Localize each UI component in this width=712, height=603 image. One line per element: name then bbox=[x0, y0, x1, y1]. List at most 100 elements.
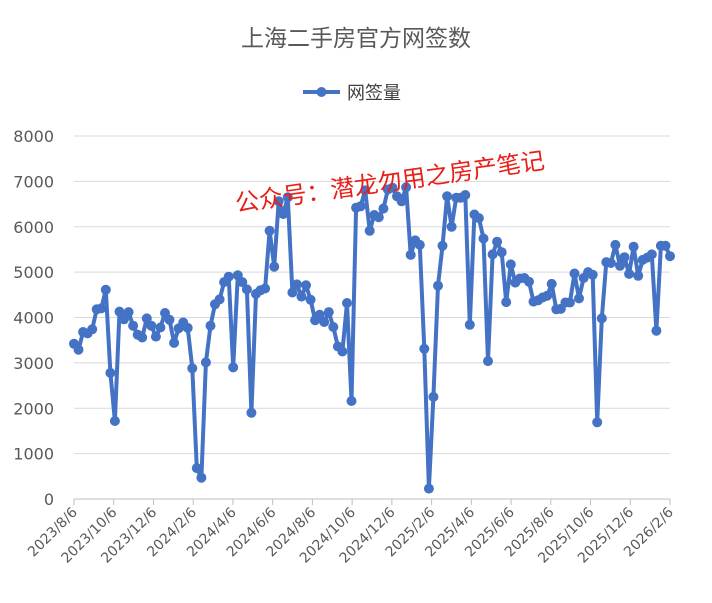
data-point bbox=[87, 324, 98, 335]
data-point bbox=[633, 270, 644, 281]
data-point bbox=[473, 213, 484, 224]
data-point bbox=[660, 240, 671, 251]
series-line-group bbox=[69, 182, 675, 494]
data-point bbox=[182, 322, 193, 333]
data-point bbox=[119, 314, 129, 325]
data-point bbox=[291, 279, 302, 290]
data-point bbox=[487, 249, 498, 260]
data-point bbox=[187, 363, 198, 374]
data-point bbox=[114, 306, 125, 317]
data-point bbox=[419, 343, 430, 354]
data-point bbox=[137, 332, 148, 343]
y-axis: 0 1000 2000 3000 4000 5000 6000 7000 8000 bbox=[13, 127, 54, 509]
data-point bbox=[437, 240, 448, 251]
data-point bbox=[665, 251, 675, 262]
data-point bbox=[624, 268, 635, 279]
data-point bbox=[196, 472, 207, 483]
data-point bbox=[323, 307, 334, 318]
data-point bbox=[574, 293, 584, 304]
data-point bbox=[128, 320, 139, 331]
data-point bbox=[355, 201, 366, 212]
data-point bbox=[546, 278, 557, 289]
data-point bbox=[428, 391, 439, 402]
data-point bbox=[610, 239, 621, 250]
data-point bbox=[587, 269, 598, 280]
data-point bbox=[373, 212, 384, 223]
data-point bbox=[223, 271, 234, 282]
data-point bbox=[524, 276, 534, 287]
data-point bbox=[269, 261, 280, 272]
data-point bbox=[342, 298, 352, 308]
data-point bbox=[200, 357, 211, 368]
data-point bbox=[464, 319, 475, 330]
data-point bbox=[205, 320, 216, 331]
y-tick-label: 4000 bbox=[13, 309, 54, 328]
data-point bbox=[442, 191, 453, 202]
data-point bbox=[100, 284, 111, 295]
data-point bbox=[396, 196, 407, 207]
data-point bbox=[492, 236, 503, 247]
data-point bbox=[146, 320, 157, 331]
data-point bbox=[401, 182, 412, 193]
data-point bbox=[260, 283, 271, 294]
data-point bbox=[191, 463, 202, 474]
data-point bbox=[246, 407, 257, 418]
data-point bbox=[319, 317, 330, 327]
data-point bbox=[164, 314, 175, 325]
data-point bbox=[542, 290, 553, 301]
data-point bbox=[433, 280, 443, 291]
data-point bbox=[141, 313, 152, 324]
data-point bbox=[405, 249, 416, 260]
data-point bbox=[615, 260, 625, 271]
data-point bbox=[237, 277, 248, 288]
data-point bbox=[73, 344, 84, 355]
data-point bbox=[305, 294, 316, 305]
data-point bbox=[214, 294, 225, 305]
data-point bbox=[155, 322, 166, 333]
data-point bbox=[337, 346, 348, 357]
data-point bbox=[564, 297, 575, 308]
data-point bbox=[460, 190, 471, 200]
chart-title: 上海二手房官方网签数 bbox=[241, 26, 471, 52]
data-point bbox=[123, 307, 134, 318]
data-point bbox=[278, 209, 289, 219]
data-point bbox=[150, 331, 161, 342]
y-tick-label: 2000 bbox=[13, 399, 54, 418]
data-point bbox=[273, 196, 284, 207]
y-tick-label: 5000 bbox=[13, 263, 54, 282]
data-point bbox=[364, 225, 375, 236]
data-point bbox=[483, 356, 493, 367]
data-point bbox=[282, 192, 293, 203]
data-point bbox=[314, 309, 325, 320]
data-point bbox=[378, 203, 389, 214]
data-point bbox=[228, 362, 239, 373]
data-point bbox=[505, 259, 516, 270]
data-point bbox=[628, 241, 639, 252]
data-point bbox=[346, 396, 357, 406]
data-point bbox=[619, 252, 630, 263]
data-point bbox=[109, 416, 120, 426]
legend-marker-swatch bbox=[316, 87, 327, 97]
data-point bbox=[496, 247, 507, 258]
data-point bbox=[592, 417, 603, 428]
y-tick-label: 8000 bbox=[13, 127, 54, 146]
legend: 网签量 bbox=[303, 83, 401, 104]
data-point bbox=[169, 337, 180, 348]
data-point bbox=[646, 249, 657, 260]
data-point bbox=[501, 297, 512, 308]
data-point bbox=[264, 225, 275, 236]
data-point bbox=[605, 258, 616, 268]
data-point bbox=[423, 483, 434, 494]
legend-label: 网签量 bbox=[347, 83, 401, 104]
y-tick-label: 6000 bbox=[13, 218, 54, 237]
data-point bbox=[296, 291, 307, 302]
data-point bbox=[478, 233, 489, 244]
y-tick-label: 0 bbox=[44, 490, 54, 509]
y-tick-label: 3000 bbox=[13, 354, 54, 373]
y-tick-label: 7000 bbox=[13, 172, 54, 191]
y-tick-label: 1000 bbox=[13, 445, 54, 464]
data-point bbox=[241, 284, 252, 295]
data-point bbox=[301, 280, 311, 291]
